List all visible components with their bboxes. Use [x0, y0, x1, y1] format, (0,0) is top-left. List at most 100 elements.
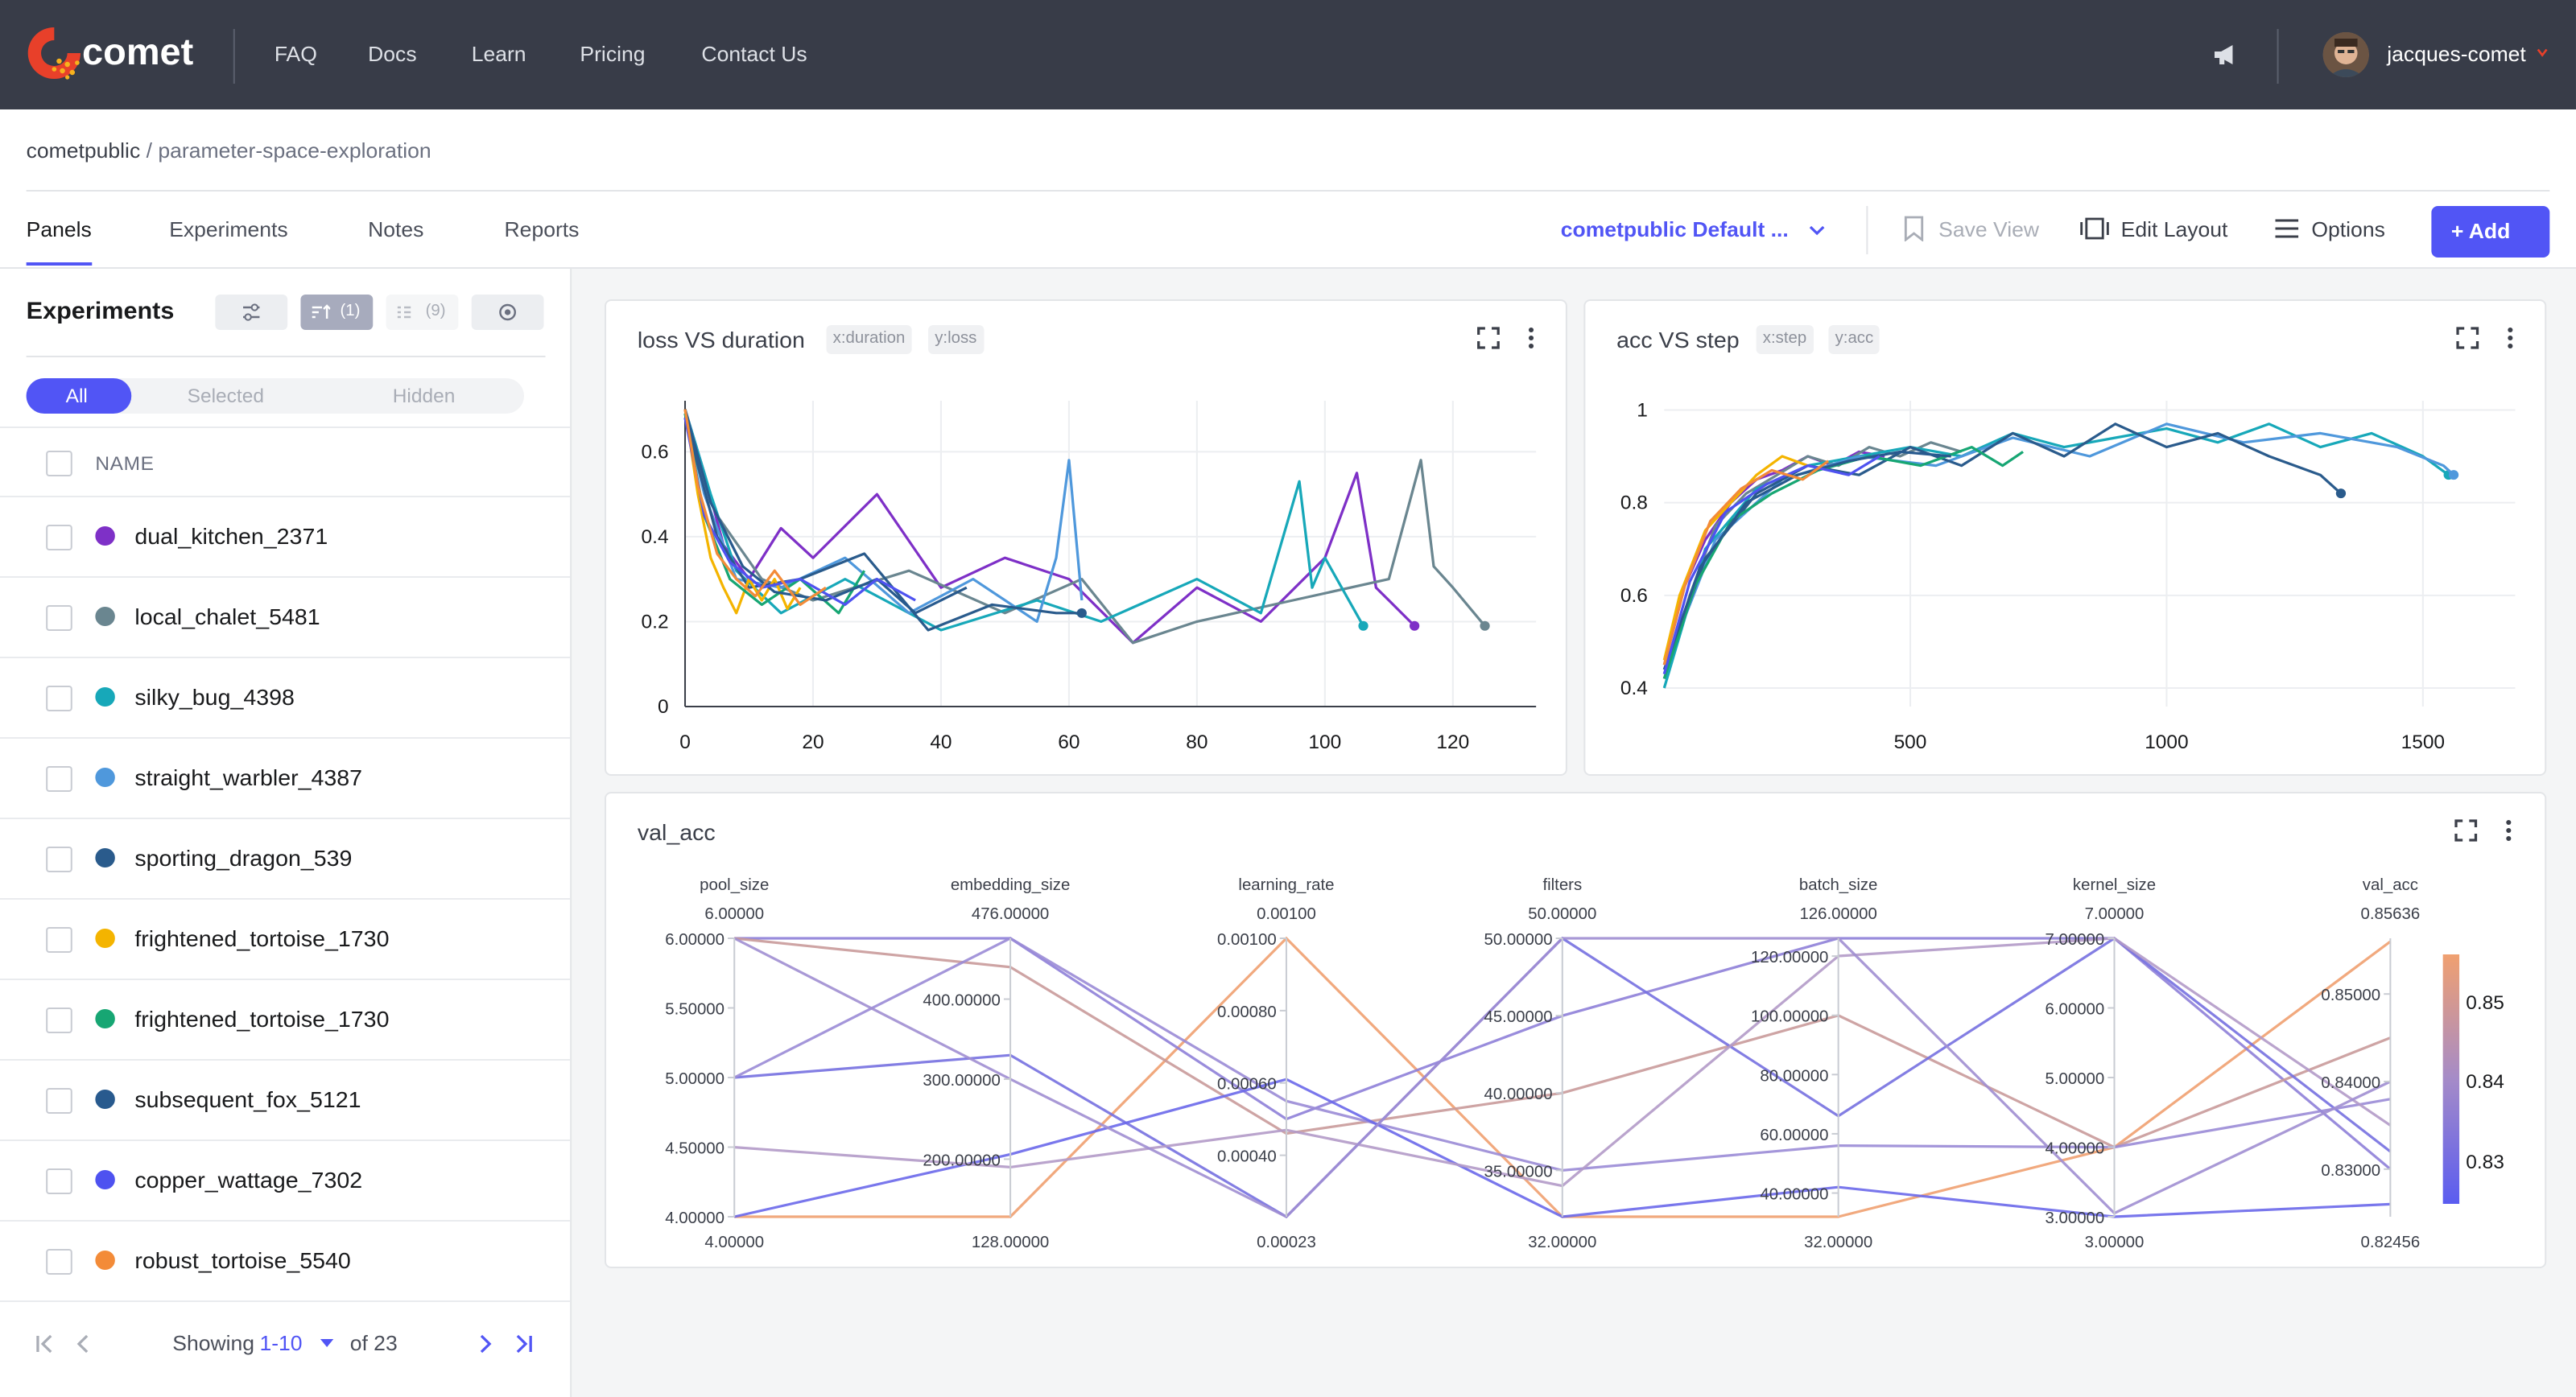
save-view-button[interactable]: Save View [1938, 217, 2040, 241]
expand-icon[interactable] [2454, 819, 2478, 842]
experiment-color-dot[interactable] [95, 607, 115, 626]
experiment-color-dot[interactable] [95, 768, 115, 787]
nav-link-faq[interactable]: FAQ [274, 42, 317, 66]
experiment-name[interactable]: copper_wattage_7302 [134, 1167, 363, 1193]
experiment-name[interactable]: sporting_dragon_539 [134, 845, 353, 871]
more-options-icon[interactable] [1523, 327, 1539, 349]
user-name[interactable]: jacques-comet [2387, 42, 2526, 66]
columns-button[interactable]: (9) [386, 295, 459, 330]
row-checkbox[interactable] [46, 1088, 72, 1114]
experiment-name[interactable]: subsequent_fox_5121 [134, 1086, 361, 1112]
next-page-icon[interactable] [473, 1333, 497, 1355]
user-divider [2277, 29, 2279, 84]
experiment-color-dot[interactable] [95, 1009, 115, 1028]
tab-panels[interactable]: Panels [26, 217, 92, 241]
experiments-sidebar: Experiments (1) (9) All Selected [0, 269, 572, 1397]
list-item[interactable]: sporting_dragon_539 [0, 818, 571, 900]
pc-axis-name: kernel_size [2073, 876, 2156, 894]
experiment-color-dot[interactable] [95, 526, 115, 546]
experiment-name[interactable]: robust_tortoise_5540 [134, 1247, 351, 1273]
nav-link-contact-us[interactable]: Contact Us [701, 42, 807, 66]
caret-down-icon[interactable] [319, 1339, 335, 1349]
expand-icon[interactable] [2456, 327, 2479, 349]
list-item[interactable]: local_chalet_5481 [0, 576, 571, 658]
comet-logo-icon[interactable] [23, 23, 86, 84]
row-checkbox[interactable] [46, 605, 72, 631]
list-item[interactable]: robust_tortoise_5540 [0, 1220, 571, 1302]
add-panel-button[interactable]: + Add [2431, 206, 2550, 258]
expand-icon[interactable] [1477, 327, 1501, 349]
filter-selected[interactable]: Selected [187, 385, 264, 407]
pc-tick-label: 300.00000 [923, 1072, 1000, 1090]
avatar[interactable] [2322, 32, 2369, 77]
chevron-down-icon[interactable] [1807, 222, 1827, 238]
list-item[interactable]: silky_bug_4398 [0, 657, 571, 739]
toolbar-divider [1866, 206, 1868, 254]
experiment-color-dot[interactable] [95, 687, 115, 707]
brand-name[interactable]: comet [82, 31, 194, 72]
target-icon [499, 303, 517, 321]
visibility-button[interactable] [471, 295, 544, 330]
list-item[interactable]: frightened_tortoise_1730 [0, 898, 571, 980]
chevron-down-icon[interactable] [2537, 47, 2548, 58]
experiment-color-dot[interactable] [95, 848, 115, 867]
filter-hidden[interactable]: Hidden [392, 385, 456, 407]
pc-axis-max: 0.00100 [1257, 905, 1316, 923]
list-item[interactable]: copper_wattage_7302 [0, 1139, 571, 1222]
experiment-name[interactable]: frightened_tortoise_1730 [134, 1006, 390, 1032]
row-checkbox[interactable] [46, 1008, 72, 1033]
experiment-name[interactable]: dual_kitchen_2371 [134, 523, 328, 549]
breadcrumb-workspace[interactable]: cometpublic [26, 138, 141, 163]
row-checkbox[interactable] [46, 1249, 72, 1275]
nav-link-pricing[interactable]: Pricing [580, 42, 646, 66]
experiment-name[interactable]: frightened_tortoise_1730 [134, 925, 390, 951]
experiment-name[interactable]: local_chalet_5481 [134, 604, 320, 629]
more-options-icon[interactable] [2502, 327, 2518, 349]
select-all-checkbox[interactable] [46, 451, 72, 476]
loss-chart[interactable]: 0 0.2 0.4 0.6 0 20 40 60 80 100 120 [606, 301, 1566, 774]
nav-link-docs[interactable]: Docs [368, 42, 417, 66]
experiment-color-dot[interactable] [95, 1170, 115, 1189]
parallel-coordinates-chart[interactable]: pool_size 6.00000 4.00000 6.00000 5.50000 5.0… [606, 793, 2545, 1267]
row-checkbox[interactable] [46, 766, 72, 792]
row-checkbox[interactable] [46, 525, 72, 550]
list-item[interactable]: frightened_tortoise_1730 [0, 979, 571, 1061]
options-button[interactable]: Options [2311, 217, 2385, 241]
column-header-name[interactable]: NAME [95, 452, 155, 475]
experiment-color-dot[interactable] [95, 1090, 115, 1109]
row-checkbox[interactable] [46, 1168, 72, 1194]
breadcrumb-project[interactable]: parameter-space-exploration [158, 138, 431, 163]
sort-count: (1) [340, 303, 361, 320]
previous-page-icon[interactable] [72, 1333, 96, 1355]
last-page-icon[interactable] [513, 1333, 536, 1355]
filter-all[interactable]: All [26, 378, 132, 414]
tab-reports[interactable]: Reports [504, 217, 580, 241]
row-checkbox[interactable] [46, 847, 72, 872]
experiment-color-dot[interactable] [95, 929, 115, 948]
pagination-range[interactable]: 1-10 [259, 1331, 303, 1355]
view-selector[interactable]: cometpublic Default ... [1560, 217, 1789, 241]
x-tick-label: 100 [1308, 731, 1341, 753]
nav-link-learn[interactable]: Learn [471, 42, 526, 66]
list-item[interactable]: subsequent_fox_5121 [0, 1059, 571, 1141]
list-item[interactable]: dual_kitchen_2371 [0, 496, 571, 578]
tab-notes[interactable]: Notes [368, 217, 424, 241]
experiment-name[interactable]: silky_bug_4398 [134, 684, 295, 710]
more-options-icon[interactable] [2500, 819, 2516, 842]
sort-button[interactable]: (1) [300, 295, 374, 330]
tab-experiments[interactable]: Experiments [169, 217, 288, 241]
experiment-color-dot[interactable] [95, 1251, 115, 1270]
filter-button[interactable] [215, 295, 288, 330]
row-checkbox[interactable] [46, 927, 72, 953]
first-page-icon[interactable] [33, 1333, 56, 1355]
row-checkbox[interactable] [46, 686, 72, 711]
pc-axis-min: 4.00000 [704, 1234, 764, 1251]
series-line [1662, 422, 2450, 689]
columns-icon [397, 306, 411, 319]
x-axis-tag: x:duration [826, 325, 912, 354]
list-item[interactable]: straight_warbler_4387 [0, 737, 571, 819]
edit-layout-button[interactable]: Edit Layout [2120, 217, 2228, 241]
megaphone-icon[interactable] [2211, 42, 2241, 68]
experiment-name[interactable]: straight_warbler_4387 [134, 764, 363, 790]
